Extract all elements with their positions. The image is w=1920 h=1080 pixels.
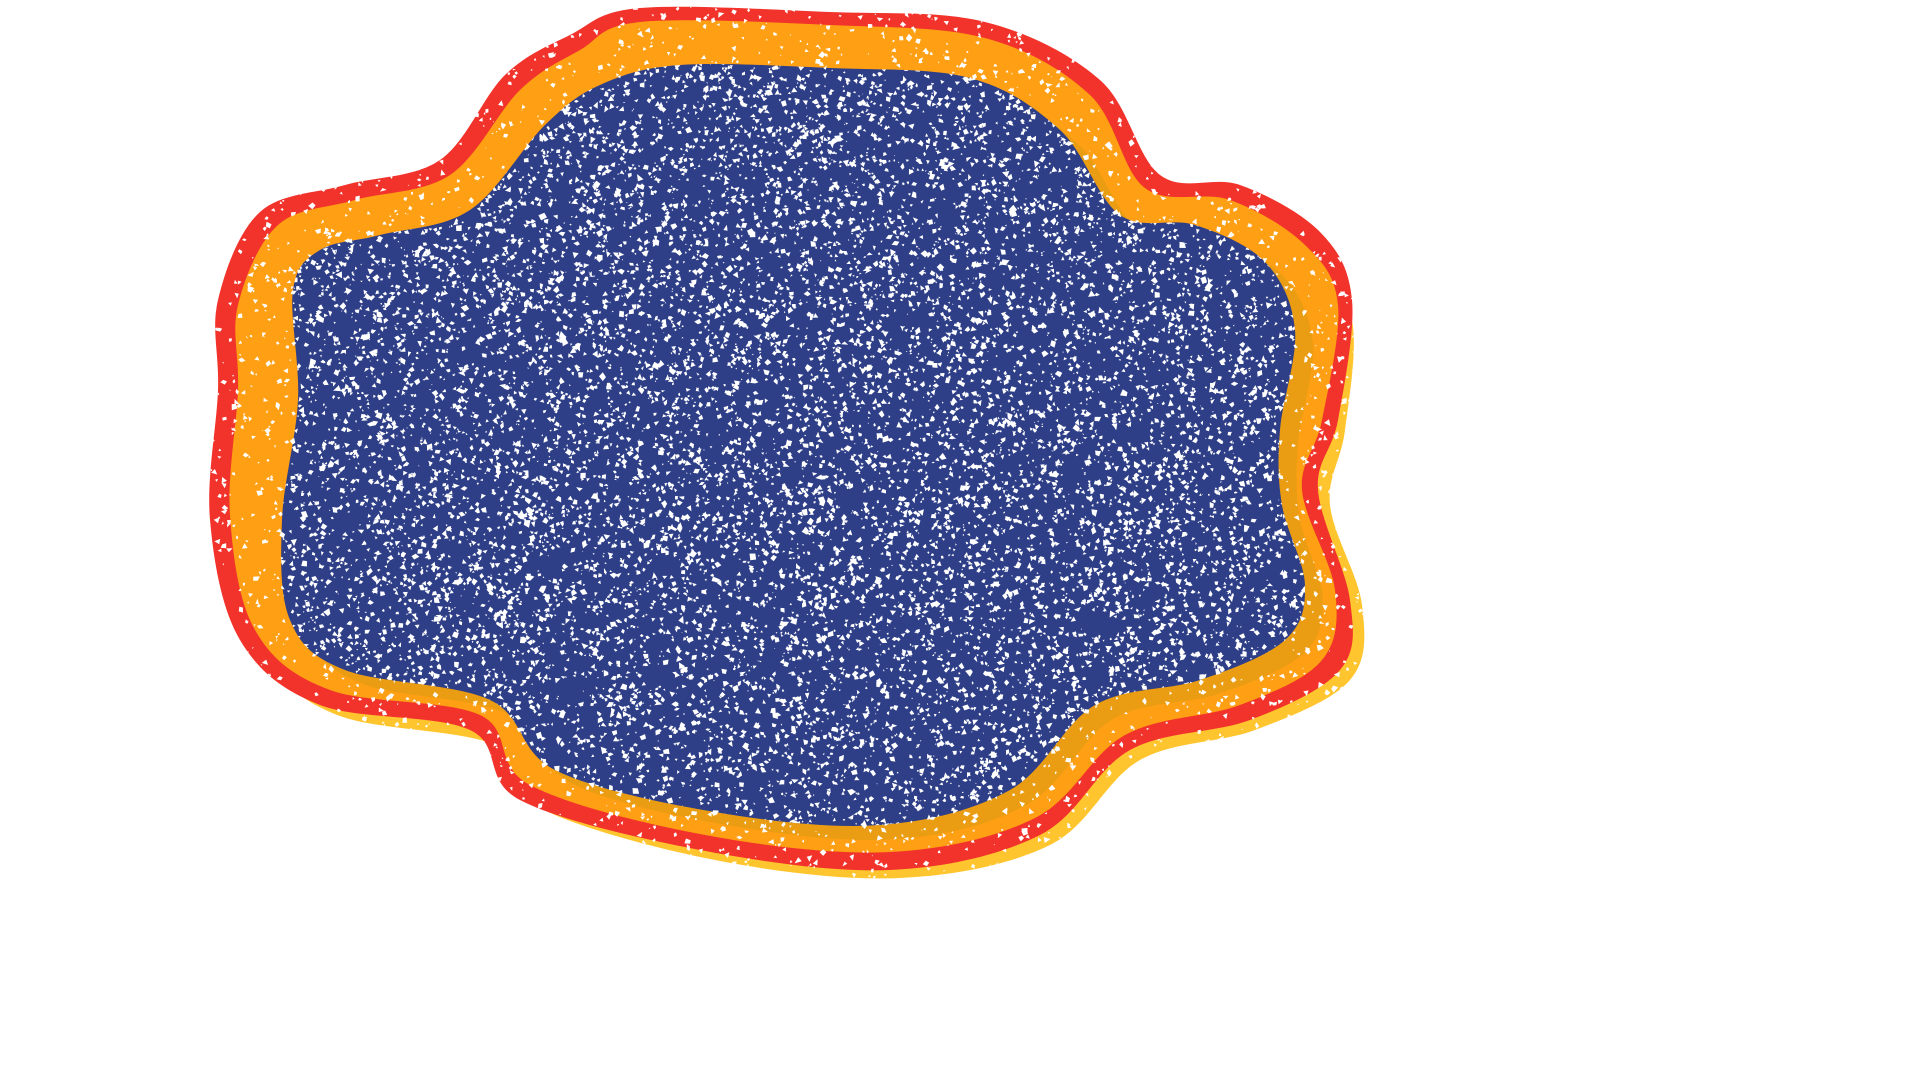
badge-stack (209, 6, 1365, 879)
badge-inner-fill (281, 63, 1306, 826)
